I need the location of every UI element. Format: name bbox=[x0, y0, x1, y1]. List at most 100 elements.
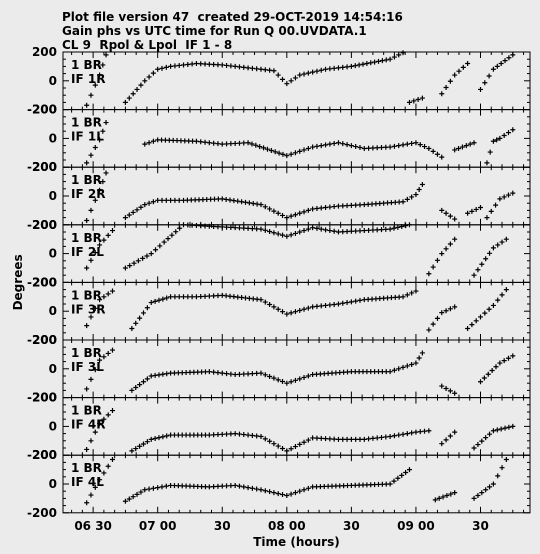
data-point bbox=[379, 434, 385, 440]
y-tick-label: 200 bbox=[32, 448, 57, 462]
data-point bbox=[419, 95, 425, 101]
data-point bbox=[140, 255, 146, 261]
data-point bbox=[400, 50, 406, 56]
data-point bbox=[146, 486, 152, 492]
data-point bbox=[88, 376, 94, 382]
data-point bbox=[215, 432, 221, 438]
data-point bbox=[84, 446, 90, 452]
y-tick-label: 200 bbox=[32, 218, 57, 232]
data-point bbox=[172, 197, 178, 203]
data-point bbox=[314, 205, 320, 211]
data-point bbox=[443, 210, 449, 216]
data-point bbox=[510, 190, 516, 196]
data-point bbox=[318, 143, 324, 149]
data-point bbox=[353, 202, 359, 208]
data-point bbox=[370, 145, 376, 151]
data-point bbox=[267, 206, 273, 212]
data-point bbox=[109, 457, 115, 463]
data-point bbox=[370, 227, 376, 233]
data-point bbox=[331, 204, 337, 210]
data-point bbox=[97, 297, 103, 303]
data-point bbox=[353, 144, 359, 150]
data-point bbox=[206, 369, 212, 375]
data-point bbox=[409, 361, 415, 367]
data-point bbox=[426, 428, 432, 434]
data-point bbox=[475, 442, 481, 448]
data-point bbox=[482, 80, 488, 86]
data-point bbox=[262, 299, 268, 305]
y-tick-label: -200 bbox=[27, 391, 57, 405]
data-point bbox=[469, 322, 475, 328]
data-point bbox=[416, 187, 422, 193]
data-point bbox=[292, 150, 298, 156]
data-point bbox=[344, 300, 350, 306]
data-point bbox=[387, 369, 393, 375]
data-point bbox=[323, 205, 329, 211]
data-point bbox=[176, 197, 182, 203]
data-point bbox=[495, 297, 501, 303]
data-point bbox=[130, 209, 136, 215]
data-point bbox=[301, 374, 307, 380]
data-point bbox=[92, 82, 98, 88]
data-point bbox=[495, 473, 501, 479]
data-point bbox=[185, 294, 191, 300]
data-point bbox=[357, 436, 363, 442]
data-point bbox=[471, 445, 477, 451]
data-point bbox=[478, 205, 484, 211]
data-point bbox=[323, 436, 329, 442]
data-point bbox=[258, 370, 264, 376]
data-point bbox=[391, 225, 397, 231]
data-point bbox=[97, 357, 103, 363]
data-point bbox=[224, 371, 230, 377]
data-point bbox=[142, 487, 148, 493]
data-point bbox=[138, 204, 144, 210]
data-point bbox=[84, 217, 90, 223]
data-point bbox=[439, 207, 445, 213]
data-point bbox=[409, 430, 415, 436]
data-point bbox=[310, 206, 316, 212]
data-point bbox=[348, 299, 354, 305]
data-point bbox=[245, 432, 251, 438]
data-point bbox=[109, 408, 115, 414]
data-point bbox=[340, 203, 346, 209]
data-point bbox=[254, 370, 260, 376]
data-point bbox=[413, 192, 419, 198]
y-tick-label: 200 bbox=[32, 391, 57, 405]
panel-frame bbox=[62, 166, 531, 226]
data-point bbox=[271, 441, 277, 447]
data-point bbox=[84, 500, 90, 506]
data-point bbox=[148, 300, 154, 306]
panel-antenna-label: 1 BR bbox=[71, 288, 102, 302]
data-point bbox=[452, 304, 458, 310]
data-point bbox=[198, 294, 204, 300]
data-point bbox=[335, 301, 341, 307]
data-point bbox=[465, 61, 471, 67]
data-point bbox=[471, 140, 477, 146]
y-tick-label: 0 bbox=[49, 419, 57, 433]
data-point bbox=[202, 223, 208, 229]
data-point bbox=[280, 232, 286, 238]
data-point bbox=[439, 251, 445, 257]
data-point bbox=[105, 463, 111, 469]
data-point bbox=[159, 65, 165, 71]
data-point bbox=[153, 247, 159, 253]
y-tick-label: 0 bbox=[49, 362, 57, 376]
data-point bbox=[105, 291, 111, 297]
data-point bbox=[430, 148, 436, 154]
data-point bbox=[486, 73, 492, 79]
data-point bbox=[173, 229, 179, 235]
data-point bbox=[193, 223, 199, 229]
data-point bbox=[494, 63, 500, 69]
data-point bbox=[432, 497, 438, 503]
data-point bbox=[88, 314, 94, 320]
data-point bbox=[137, 315, 143, 321]
data-point bbox=[198, 61, 204, 67]
data-point bbox=[391, 433, 397, 439]
y-tick-label: 0 bbox=[49, 247, 57, 261]
data-point bbox=[447, 213, 453, 219]
data-point bbox=[292, 212, 298, 218]
data-point bbox=[130, 494, 136, 500]
data-point bbox=[137, 443, 143, 449]
data-point bbox=[305, 226, 311, 232]
data-point bbox=[482, 310, 488, 316]
